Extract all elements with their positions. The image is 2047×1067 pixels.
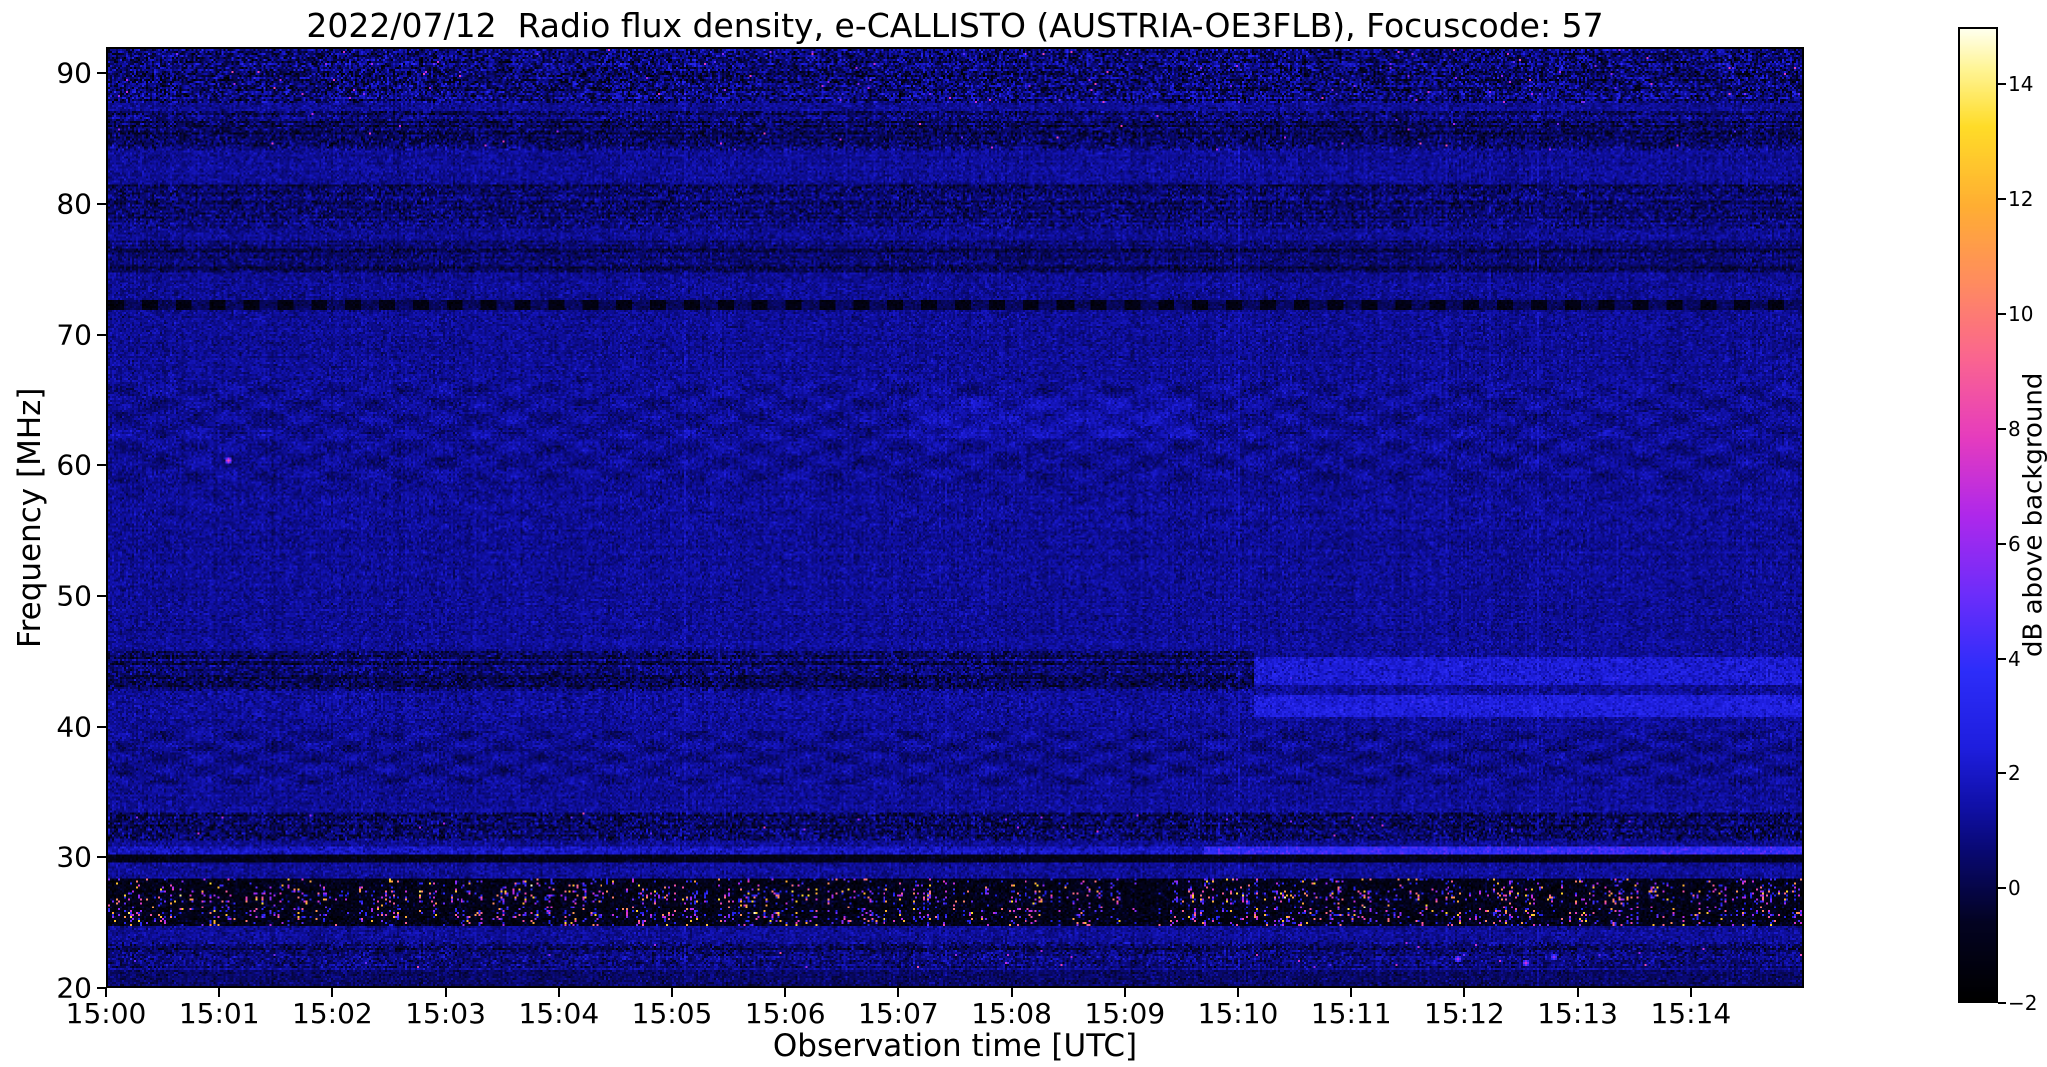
colorbar-tick-mark [1998,313,2006,316]
x-tick-label: 15:11 [1310,997,1392,1030]
colorbar-tick-mark [1998,772,2006,775]
y-tick-label: 50 [56,579,92,613]
x-tick-label: 15:06 [744,997,826,1030]
colorbar-tick-label: 12 [2008,187,2034,212]
x-tick-mark [1463,988,1466,997]
colorbar-tick-label: 2 [2008,761,2021,786]
colorbar-tick-mark [1998,887,2006,890]
colorbar-tick-mark [1998,83,2006,86]
x-tick-mark [105,988,107,997]
x-tick-mark [1237,988,1239,997]
y-tick-mark [97,594,106,597]
y-tick-mark [97,72,106,75]
colorbar-tick-label: 0 [2008,876,2021,901]
x-tick-label: 15:05 [631,997,713,1030]
x-tick-label: 15:12 [1424,997,1505,1030]
chart-title: 2022/07/12 Radio flux density, e-CALLIST… [306,6,1604,45]
colorbar-tick-mark [1998,657,2006,660]
plot-area [106,47,1804,988]
y-tick-label: 90 [56,56,92,90]
colorbar-tick-mark [1998,427,2006,430]
x-tick-label: 15:01 [178,997,260,1030]
x-tick-mark [671,988,673,997]
colorbar-tick-mark [1998,542,2006,545]
colorbar-tick-mark [1998,1002,2006,1004]
x-tick-mark [218,988,221,997]
colorbar-tick-mark [1998,198,2006,201]
x-tick-label: 15:10 [1197,997,1279,1030]
x-tick-mark [897,988,900,997]
x-tick-mark [1350,988,1353,997]
x-tick-mark [784,988,787,997]
colorbar-tick-label: 10 [2008,302,2034,327]
x-tick-label: 15:09 [1084,997,1166,1030]
colorbar-tick-label: 6 [2008,531,2021,556]
x-tick-mark [331,988,334,997]
x-tick-mark [1576,988,1579,997]
x-tick-label: 15:04 [518,997,600,1030]
y-tick-mark [97,464,106,467]
y-tick-mark [97,202,106,205]
x-tick-label: 15:00 [65,997,147,1030]
colorbar-tick-label: 4 [2008,646,2021,671]
colorbar-label: dB above background [2018,372,2047,658]
y-tick-mark [97,333,106,336]
y-tick-label: 30 [56,840,92,874]
colorbar-tick-label: 14 [2008,72,2034,97]
y-tick-label: 80 [56,187,92,221]
x-axis-label: Observation time [UTC] [772,1028,1138,1064]
x-tick-mark [1689,988,1692,997]
x-tick-label: 15:14 [1650,997,1732,1030]
y-tick-mark [97,987,106,989]
x-tick-label: 15:13 [1537,997,1618,1030]
y-tick-label: 40 [56,710,92,744]
x-tick-label: 15:07 [858,997,939,1030]
x-tick-label: 15:03 [405,997,486,1030]
colorbar-tick-label: −2 [2008,991,2038,1015]
x-tick-label: 15:02 [292,997,373,1030]
colorbar [1958,27,1998,1003]
y-tick-label: 20 [56,971,92,1005]
colorbar-tick-label: 8 [2008,416,2021,441]
x-tick-mark [1010,988,1013,997]
y-tick-label: 60 [56,448,92,482]
colorbar-gradient [1960,29,1996,1001]
y-tick-mark [97,725,106,728]
x-tick-mark [444,988,447,997]
y-tick-label: 70 [56,318,92,352]
y-tick-mark [97,856,106,859]
x-tick-label: 15:08 [971,997,1052,1030]
spectrogram-canvas [108,49,1802,986]
x-tick-mark [1123,988,1126,997]
x-tick-mark [557,988,560,997]
